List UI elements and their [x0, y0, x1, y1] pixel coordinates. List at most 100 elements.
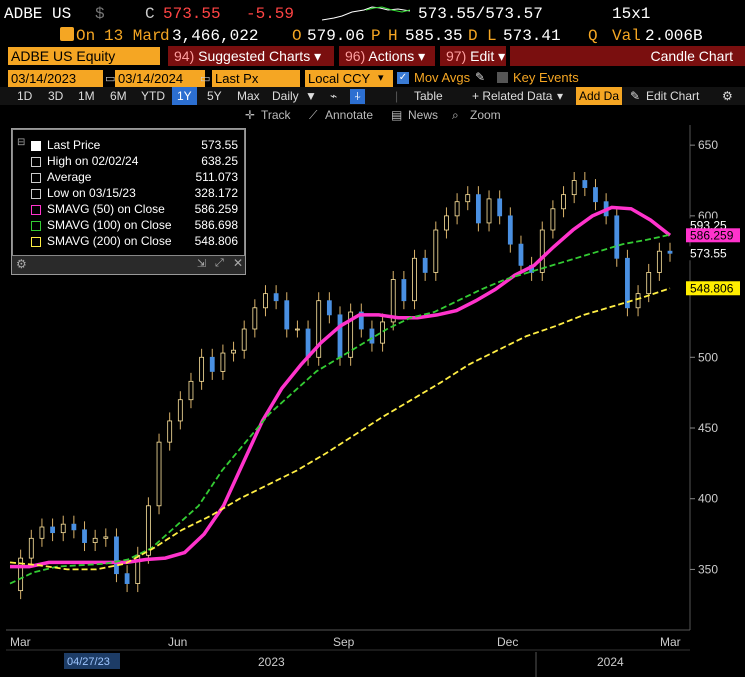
- y-tick-label: 450: [698, 421, 718, 435]
- calendar-icon[interactable]: ▭: [200, 73, 211, 85]
- chart-legend[interactable]: ⊟ Last Price 573.55 High on 02/02/24 638.25…: [11, 128, 246, 275]
- candle-body: [337, 314, 343, 358]
- x-tick-label: Dec: [497, 635, 518, 649]
- track-button[interactable]: Track: [261, 108, 291, 122]
- annotate-button[interactable]: Annotate: [325, 108, 374, 122]
- legend-label: SMAVG (200) on Close: [47, 234, 172, 248]
- edit-button[interactable]: 97) Edit ▾: [440, 46, 506, 66]
- period-6m[interactable]: 6M: [110, 89, 127, 103]
- candle-body: [614, 215, 620, 259]
- candle-body: [646, 272, 652, 295]
- candle-body: [28, 537, 34, 559]
- date-range-bar: 03/14/2023 ▭- 03/14/2024 ▭ Last Px Local…: [0, 69, 745, 88]
- currency-symbol: $: [95, 5, 105, 23]
- edit-chart-button[interactable]: Edit Chart: [646, 89, 700, 103]
- related-data-button[interactable]: + Related Data: [472, 89, 553, 103]
- period-1d[interactable]: 1D: [17, 89, 33, 103]
- legend-body: ⊟ Last Price 573.55 High on 02/02/24 638.25…: [12, 129, 245, 256]
- dropdown-arrow-icon: ▾: [314, 48, 322, 64]
- start-date-input[interactable]: 03/14/2023: [8, 70, 103, 88]
- candle-body: [231, 349, 236, 354]
- candle-body: [507, 215, 513, 245]
- candle-body: [263, 293, 268, 309]
- candle-body: [199, 356, 205, 382]
- zoom-button[interactable]: Zoom: [470, 108, 501, 122]
- gear-icon[interactable]: ⚙: [16, 257, 27, 271]
- mov-avgs-checkbox[interactable]: ✓: [397, 72, 409, 84]
- candle-body: [284, 300, 290, 330]
- candle-body: [145, 505, 151, 556]
- add-data-input[interactable]: Add Da: [576, 87, 623, 105]
- candle-body: [295, 328, 300, 331]
- price-tag-bg: [686, 281, 740, 296]
- low-suffix: Q: [588, 27, 598, 45]
- expand-icon[interactable]: ⤢: [215, 257, 224, 269]
- value-traded: 2.006B: [645, 27, 703, 45]
- price-tag-label: 548.806: [690, 281, 734, 295]
- close-icon[interactable]: ✕: [233, 256, 244, 270]
- table-button[interactable]: Table: [414, 89, 443, 103]
- candle-body: [82, 529, 87, 543]
- x-marker-box: [64, 653, 120, 669]
- x-tick-label: Jun: [168, 635, 187, 649]
- high-price: 585.35: [405, 27, 463, 45]
- candle-body: [273, 293, 279, 302]
- candle-body: [252, 307, 258, 330]
- price-change: -5.59: [246, 5, 295, 23]
- suggested-charts-button[interactable]: 94) Suggested Charts ▾: [168, 46, 334, 66]
- period-3d[interactable]: 3D: [48, 89, 64, 103]
- candle-body: [550, 208, 556, 231]
- key-events-checkbox[interactable]: [497, 72, 508, 83]
- period-1y[interactable]: 1Y: [172, 87, 197, 105]
- legend-label: Last Price: [47, 138, 101, 152]
- legend-value: 638.25: [201, 154, 238, 168]
- actions-button[interactable]: 96) Actions ▾: [339, 46, 435, 66]
- legend-value: 573.55: [201, 138, 238, 152]
- pencil-icon[interactable]: ✎: [475, 70, 486, 84]
- y-tick-label: 500: [698, 350, 718, 364]
- volume: 3,466,022: [172, 27, 259, 45]
- candle-body: [667, 250, 673, 254]
- key-events-label: Key Events: [513, 70, 579, 85]
- chart-type-label: Candle Chart: [510, 46, 745, 66]
- last-label: C: [145, 5, 155, 23]
- period-ytd[interactable]: YTD: [141, 89, 165, 103]
- candle-body: [18, 557, 24, 592]
- legend-value: 328.172: [194, 186, 238, 200]
- last-price: 573.55: [163, 5, 221, 23]
- news-button[interactable]: News: [408, 108, 439, 122]
- price-field-select[interactable]: Last Px: [212, 70, 300, 88]
- candle-body: [71, 523, 77, 531]
- annotate-icon: ⟋: [309, 108, 318, 122]
- candle-body: [475, 194, 481, 224]
- dropdown-arrow-icon: ▼: [305, 89, 317, 103]
- candle-body: [39, 526, 45, 539]
- period-5y[interactable]: 5Y: [207, 89, 222, 103]
- chart-settings-icon[interactable]: ⚙: [722, 89, 733, 103]
- collapse-icon[interactable]: ⊟: [17, 137, 26, 148]
- legend-label: Low on 03/15/23: [47, 186, 136, 200]
- legend-footer: ⚙ ⇲ ⤢ ✕: [12, 256, 245, 274]
- currency-select[interactable]: Local CCY: [305, 70, 393, 88]
- candle-body: [209, 356, 215, 372]
- legend-label: High on 02/02/24: [47, 154, 139, 168]
- legend-value: 511.073: [195, 170, 239, 184]
- value-label: Val: [612, 27, 641, 45]
- candle-body: [220, 352, 226, 372]
- high-label: H: [388, 27, 398, 45]
- line-chart-icon[interactable]: ⌁: [330, 89, 338, 103]
- period-1m[interactable]: 1M: [78, 89, 95, 103]
- alert-icon[interactable]: [60, 27, 74, 41]
- security-input[interactable]: ADBE US Equity: [8, 47, 160, 65]
- frequency-select[interactable]: Daily: [272, 89, 299, 103]
- dropdown-arrow-icon: ▾: [418, 48, 426, 64]
- candle-chart-icon[interactable]: ⍭: [350, 89, 366, 104]
- series-line: [9, 233, 671, 585]
- legend-swatch: [31, 189, 41, 199]
- volume-label: d: [160, 27, 170, 45]
- period-max[interactable]: Max: [237, 89, 260, 103]
- pin-icon[interactable]: ⇲: [197, 258, 207, 270]
- end-date-input[interactable]: 03/14/2024: [115, 70, 205, 88]
- legend-value: 586.698: [194, 218, 238, 232]
- candle-body: [241, 328, 247, 351]
